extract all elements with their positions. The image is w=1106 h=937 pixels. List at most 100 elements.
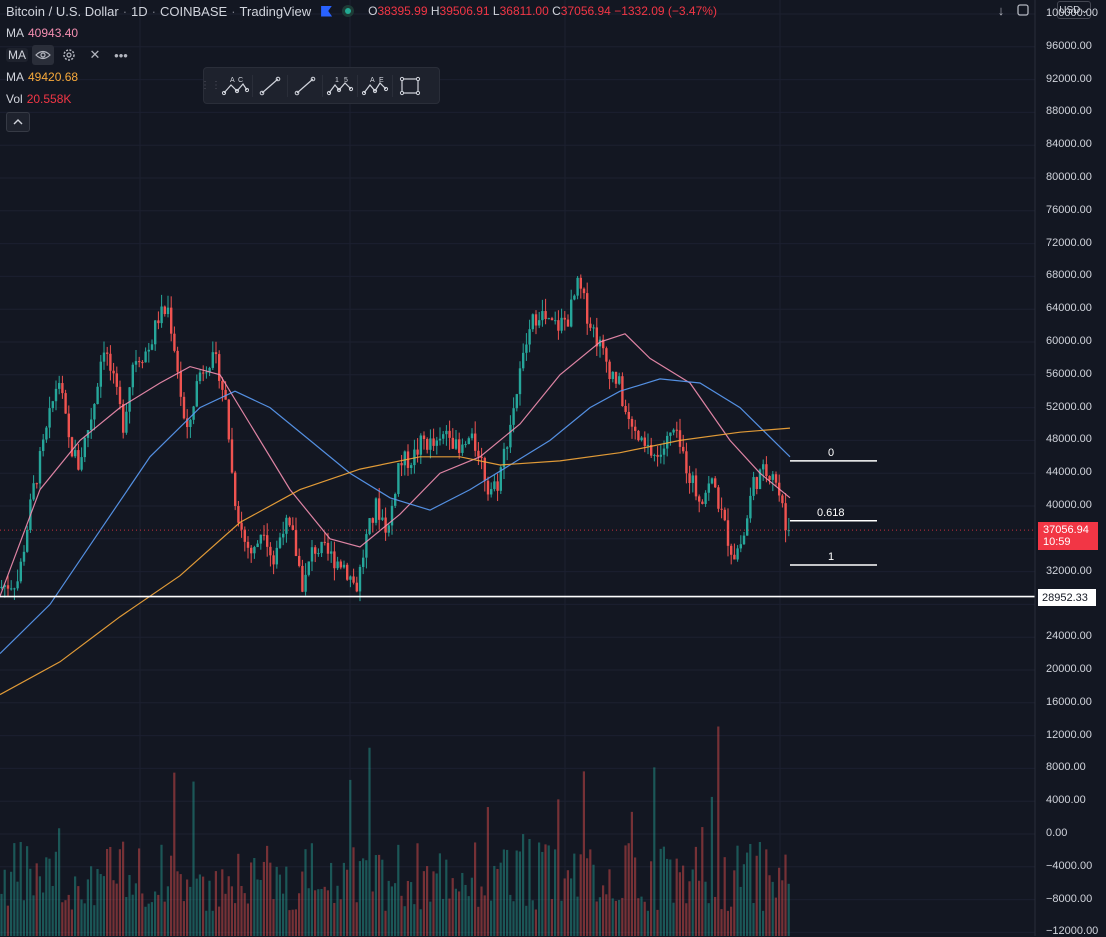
price-axis-label: 40000.00 xyxy=(1046,499,1092,511)
candle-body xyxy=(771,474,774,480)
volume-bar xyxy=(749,843,752,936)
candle-body xyxy=(496,481,499,491)
volume-bar xyxy=(106,848,109,936)
indicator-volume[interactable]: Vol 20.558K xyxy=(6,92,72,106)
volume-bar xyxy=(710,796,713,936)
symbol-name[interactable]: Bitcoin / U.S. Dollar xyxy=(6,3,119,19)
candle-body xyxy=(13,588,16,590)
market-status-icon[interactable] xyxy=(342,5,355,17)
candle-body xyxy=(403,451,406,466)
candle-body xyxy=(246,541,250,548)
chart-legend: Bitcoin / U.S. Dollar · 1D · COINBASE · … xyxy=(6,0,717,132)
candle-body xyxy=(685,451,688,474)
chart-grid xyxy=(0,0,1035,936)
candle-body xyxy=(458,439,461,453)
candle-body xyxy=(333,551,336,569)
indicator-ma-1[interactable]: MA 40943.40 xyxy=(6,26,79,40)
volume-bar xyxy=(573,853,576,936)
candle-body xyxy=(208,367,211,373)
price-axis-label: 8000.00 xyxy=(1046,761,1086,774)
collapse-legend-button[interactable] xyxy=(6,112,30,132)
volume-bar xyxy=(550,899,553,936)
volume-bar xyxy=(787,883,790,936)
volume-bar xyxy=(83,903,86,936)
volume-bar xyxy=(19,842,22,936)
flag-icon[interactable] xyxy=(321,5,333,17)
candle-body xyxy=(314,547,317,554)
candle-body xyxy=(774,474,778,483)
horizontal-line xyxy=(0,529,1035,598)
candle-body xyxy=(285,517,288,534)
volume-bar xyxy=(650,861,653,936)
volume-bar xyxy=(134,883,137,936)
candle-body xyxy=(45,427,48,440)
eye-icon[interactable] xyxy=(32,45,54,65)
volume-bar xyxy=(22,900,25,936)
candle-body xyxy=(282,533,285,538)
volume-bar xyxy=(118,849,121,936)
candle-body xyxy=(317,553,320,555)
volume-bar xyxy=(278,874,281,936)
drag-handle-icon[interactable]: ⋮⋮ xyxy=(200,80,222,91)
candle-body xyxy=(259,534,262,544)
volume-bar xyxy=(486,807,489,936)
candle-body xyxy=(544,311,547,320)
price-axis-label: −12000.00 xyxy=(1046,925,1099,937)
svg-text:5: 5 xyxy=(344,77,348,84)
gear-icon[interactable] xyxy=(58,45,80,65)
candle-body xyxy=(688,473,691,483)
volume-bar xyxy=(253,858,256,936)
toolbar-separator xyxy=(287,74,288,97)
indicator-ma-2[interactable]: MA ✕ ••• xyxy=(6,44,717,66)
candle-body xyxy=(614,371,618,384)
volume-bar xyxy=(419,909,422,936)
indicator-ma-3[interactable]: MA 49420.68 xyxy=(6,70,79,84)
candle-body xyxy=(448,430,451,438)
candle-body xyxy=(582,288,586,294)
rectangle-icon[interactable] xyxy=(393,72,427,100)
volume-bar xyxy=(774,897,777,936)
candle-body xyxy=(755,477,758,489)
candle-body xyxy=(115,373,118,387)
volume-bar xyxy=(285,866,288,936)
volume-bar xyxy=(3,869,6,936)
currency-selector[interactable]: USD ⌄ xyxy=(1057,1,1091,19)
volume-bar xyxy=(189,886,192,936)
volume-bar xyxy=(704,881,707,936)
candle-body xyxy=(726,520,730,546)
interval[interactable]: 1D xyxy=(131,3,148,19)
fullscreen-icon[interactable] xyxy=(1013,0,1033,20)
trend-line-icon[interactable] xyxy=(253,72,287,100)
volume-bar xyxy=(672,902,675,936)
volume-bar xyxy=(685,903,688,936)
candle-body xyxy=(358,566,362,592)
candle-body xyxy=(538,320,541,326)
candle-body xyxy=(720,508,723,510)
ray-line-icon[interactable] xyxy=(288,72,322,100)
candle-body xyxy=(10,588,13,590)
candle-body xyxy=(128,387,131,412)
price-axis-label: 80000.00 xyxy=(1046,171,1092,183)
candle-body xyxy=(531,314,534,330)
candle-body xyxy=(413,449,416,466)
candle-body xyxy=(336,561,339,569)
volume-bar xyxy=(739,886,742,936)
candle-body xyxy=(365,534,368,558)
volume-bar xyxy=(442,898,445,936)
candle-body xyxy=(355,582,358,592)
volume-bar xyxy=(234,903,237,936)
more-icon[interactable]: ••• xyxy=(114,47,128,63)
close-icon[interactable]: ✕ xyxy=(89,47,101,62)
volume-bar xyxy=(771,881,774,936)
volume-bar xyxy=(352,847,355,936)
volume-bar xyxy=(493,865,496,936)
price-axis-label: 44000.00 xyxy=(1046,466,1092,479)
volume-bar xyxy=(99,874,102,936)
volume-bar xyxy=(115,883,118,936)
arrow-down-icon[interactable]: ↓ xyxy=(997,2,1005,18)
